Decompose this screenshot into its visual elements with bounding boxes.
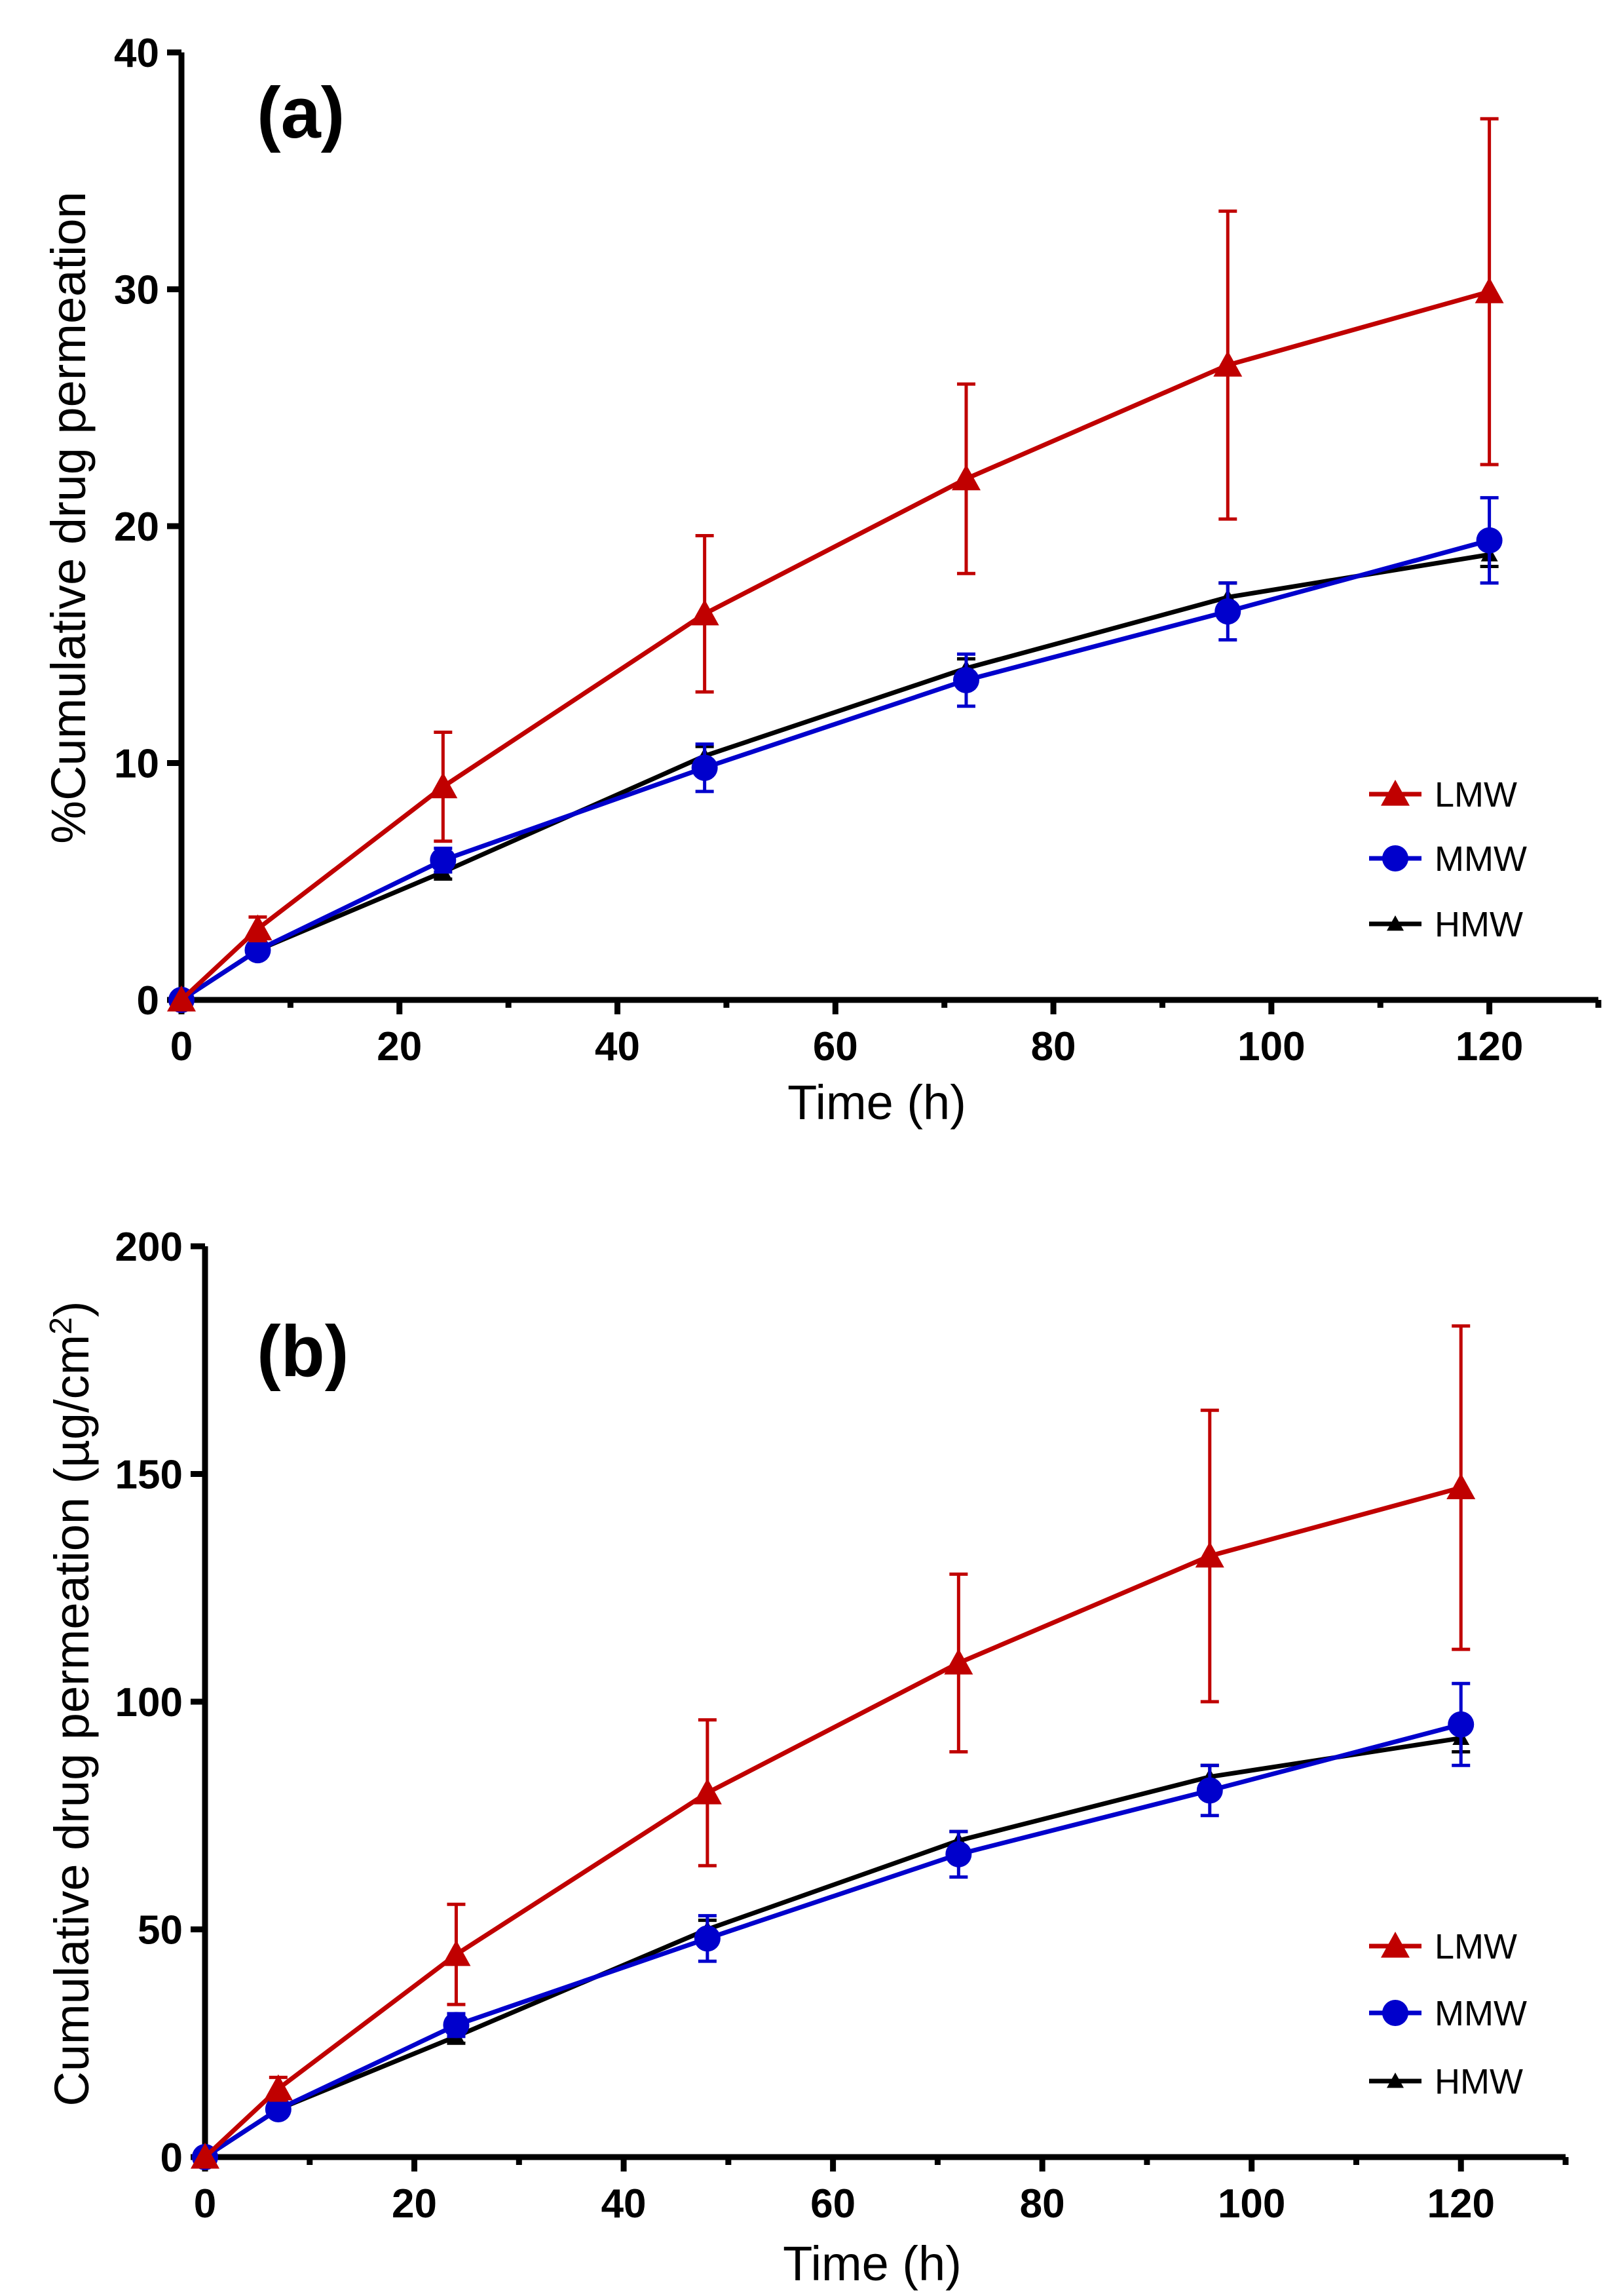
x-axis-title: Time (h) <box>783 2236 962 2291</box>
data-point-lmw <box>690 599 719 626</box>
data-point-lmw <box>692 1778 722 1805</box>
data-point-mmw <box>691 754 718 781</box>
legend-label: HMW <box>1435 2062 1523 2101</box>
chart-panel-b: (b) 0 50 100 150 200 0 20 40 60 80 100 120 Time (h) C… <box>44 1225 1569 2291</box>
legend-entry-hmw: HMW <box>1369 905 1523 944</box>
y-tick-label: 10 <box>114 742 159 787</box>
data-point-mmw <box>1196 1777 1223 1804</box>
y-tick-label: 40 <box>114 31 159 76</box>
data-point-lmw <box>1475 277 1504 303</box>
x-tick-label: 40 <box>595 1024 640 1069</box>
data-point-mmw <box>265 2096 292 2123</box>
data-point-mmw <box>244 937 271 964</box>
data-point-lmw <box>263 2074 293 2101</box>
y-tick-label: 0 <box>137 978 159 1024</box>
legend-label: LMW <box>1435 775 1517 814</box>
data-point-lmw <box>951 464 981 491</box>
data-point-lmw <box>1195 1541 1224 1568</box>
x-tick-label: 120 <box>1456 1024 1523 1069</box>
chart-panel-a: (a) 0 10 20 30 40 0 20 40 60 80 100 120 Time (h) %Cum… <box>41 31 1602 1130</box>
y-axis-title-superscript: 2 <box>44 1317 79 1335</box>
legend-label: HMW <box>1435 905 1523 944</box>
legend-marker <box>1387 2073 1404 2088</box>
data-point-mmw <box>443 2012 470 2038</box>
x-tick-label: 20 <box>392 2181 437 2227</box>
x-tick-label: 120 <box>1427 2181 1495 2227</box>
y-tick-label: 50 <box>138 1908 183 1953</box>
series-line-hmw <box>204 1736 1461 2159</box>
series-line-mmw <box>204 1722 1462 2159</box>
data-point-mmw <box>430 847 457 873</box>
x-tick-label: 0 <box>170 1024 193 1069</box>
data-point-mmw <box>694 1925 721 1952</box>
data-point-mmw <box>1448 1711 1475 1738</box>
data-point-lmw <box>442 1940 471 1966</box>
data-point-lmw <box>1446 1473 1476 1499</box>
x-tick-label: 40 <box>601 2181 647 2227</box>
data-point-lmw <box>243 914 273 941</box>
x-tick-label: 60 <box>813 1024 858 1069</box>
series-hmw <box>197 1723 1471 2164</box>
legend-marker <box>1382 2000 1408 2026</box>
data-point-lmw <box>1213 351 1243 377</box>
data-point-mmw <box>952 666 979 693</box>
panel-label-b: (b) <box>257 1311 348 1392</box>
y-tick-label: 20 <box>114 505 159 550</box>
series-line-mmw <box>180 538 1490 1002</box>
legend-entry-mmw: MMW <box>1369 1994 1527 2033</box>
legend-marker <box>1381 1932 1410 1958</box>
x-tick-label: 100 <box>1237 1024 1305 1069</box>
legend-label: MMW <box>1435 1994 1527 2033</box>
data-point-lmw <box>191 2143 219 2169</box>
data-point-lmw <box>428 772 458 799</box>
y-tick-label: 0 <box>160 2135 183 2181</box>
data-point-mmw <box>1476 527 1503 554</box>
data-point-lmw <box>944 1648 973 1675</box>
series-hmw <box>173 541 1499 1007</box>
legend-entry-lmw: LMW <box>1369 775 1517 814</box>
data-point-lmw <box>167 985 196 1012</box>
x-tick-label: 80 <box>1031 1024 1076 1069</box>
series-mmw <box>168 496 1503 1013</box>
legend-label: MMW <box>1435 839 1527 879</box>
y-tick-label: 200 <box>115 1225 183 1270</box>
x-tick-label: 60 <box>810 2181 856 2227</box>
x-tick-label: 100 <box>1218 2181 1285 2227</box>
data-point-mmw <box>1214 598 1241 625</box>
y-axis-title: Cumulative drug permeation (µg/cm2) <box>44 1301 100 2106</box>
legend-entry-mmw: MMW <box>1369 839 1527 879</box>
legend-marker <box>1381 780 1410 806</box>
legend-entry-lmw: LMW <box>1369 1927 1517 1966</box>
x-tick-label: 0 <box>194 2181 216 2227</box>
legend-marker <box>1382 845 1408 871</box>
series-lmw <box>191 1324 1476 2169</box>
series-line-hmw <box>180 552 1490 1002</box>
series-mmw <box>192 1681 1475 2170</box>
legend-label: LMW <box>1435 1927 1517 1966</box>
y-tick-label: 30 <box>114 268 159 313</box>
data-point-mmw <box>945 1841 972 1867</box>
x-tick-label: 80 <box>1020 2181 1065 2227</box>
y-axis-title-end: ) <box>45 1301 99 1317</box>
series-lmw <box>167 117 1504 1012</box>
legend-marker <box>1387 915 1404 931</box>
x-tick-label: 20 <box>377 1024 422 1069</box>
legend-entry-hmw: HMW <box>1369 2062 1523 2101</box>
panel-label-a: (a) <box>257 73 345 153</box>
x-axis-title: Time (h) <box>787 1075 966 1130</box>
y-tick-label: 100 <box>115 1680 183 1725</box>
y-tick-label: 150 <box>115 1453 183 1498</box>
y-axis-title: %Cumulative drug permeation <box>41 191 96 843</box>
